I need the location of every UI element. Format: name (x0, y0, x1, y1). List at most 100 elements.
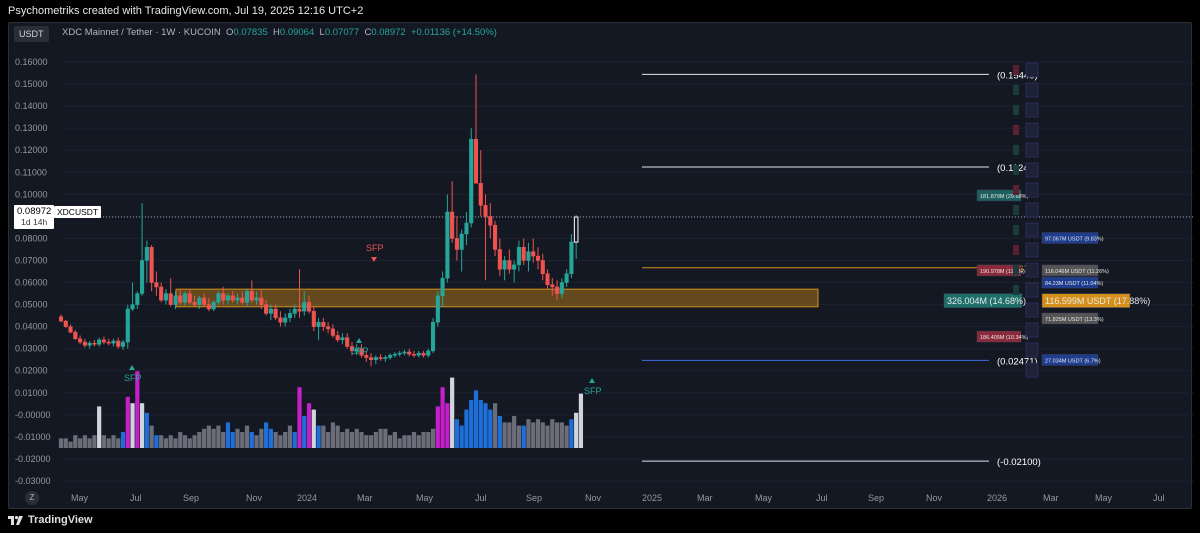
x-tick-label: May (71, 493, 89, 503)
volume-bar (273, 432, 278, 448)
volume-bar (345, 428, 350, 448)
volume-bar (159, 435, 164, 448)
candle-body (178, 295, 183, 303)
candle-body (259, 297, 264, 305)
volume-bar (378, 428, 383, 448)
volume-bar (450, 377, 455, 448)
volume-profile-label: 116.046M USDT (11.26%) (1045, 269, 1109, 275)
volume-bar (435, 406, 440, 448)
x-tick-label: Mar (1043, 493, 1059, 503)
volume-profile-label: 27.034M USDT (6.7%) (1045, 358, 1101, 364)
volume-bar (492, 403, 498, 448)
candle-body (526, 251, 531, 261)
x-tick-label: 2024 (297, 493, 317, 503)
tradingview-logo[interactable]: TradingView (8, 514, 93, 526)
volume-bar (411, 432, 417, 448)
volume-bar (445, 403, 450, 448)
candle-body (535, 255, 541, 261)
volume-bar (111, 435, 116, 448)
candle-body (244, 291, 250, 303)
profile-cell (1025, 202, 1039, 218)
x-tick-label: Nov (585, 493, 602, 503)
volume-bar (283, 432, 288, 448)
volume-bar (87, 438, 92, 448)
y-tick-label: -0.03000 (15, 476, 51, 486)
legend-h-label: H (273, 27, 280, 38)
timezone-button[interactable]: Z (25, 491, 39, 505)
volume-bar (578, 393, 584, 448)
volume-profile-bar (976, 330, 1022, 343)
candle-body (311, 310, 316, 327)
volume-bar (473, 390, 479, 448)
profile-cell (1025, 162, 1039, 178)
volume-bar (292, 432, 297, 448)
candle-body (411, 353, 417, 356)
profile-cell (1025, 102, 1039, 118)
candle-body (168, 293, 173, 305)
volume-bar (230, 432, 235, 448)
footer: TradingView (0, 509, 1200, 533)
price-chart[interactable]: 0.16000 0.15000 0.14000 0.13000 0.12000 0.110… (9, 23, 1193, 510)
legend-symbol[interactable]: XDC Mainnet / Tether · 1W · KUCOIN (62, 27, 221, 38)
volume-bar (388, 435, 393, 448)
x-tick-label: Mar (357, 493, 373, 503)
candle-body (97, 339, 102, 345)
candle-body (531, 251, 536, 257)
candle-body (111, 340, 116, 344)
profile-tick (1013, 205, 1019, 215)
volume-bar (235, 428, 240, 448)
candle-body (326, 326, 331, 330)
x-tick-label: Jul (816, 493, 828, 503)
candle-body (87, 342, 92, 346)
candle-body (340, 337, 345, 341)
candle-body (58, 316, 64, 322)
candle-body (450, 211, 455, 239)
candle-body (440, 277, 445, 297)
candle-body (364, 355, 369, 358)
y-tick-label: 0.11000 (15, 167, 47, 177)
profile-tick (1013, 265, 1019, 275)
candle-body (106, 341, 111, 344)
legend-close: 0.08972 (371, 27, 406, 38)
volume-bar (116, 438, 121, 448)
y-tick-label: -0.02000 (15, 454, 51, 464)
candle-body (302, 302, 307, 312)
y-tick-label: 0.15000 (15, 79, 48, 89)
volume-bar (197, 432, 202, 448)
chart-panel[interactable]: 0.16000 0.15000 0.14000 0.13000 0.12000 0.110… (8, 22, 1193, 510)
volume-bar (120, 432, 126, 448)
volume-bar (454, 419, 460, 448)
volume-bar (469, 400, 474, 448)
volume-bar (574, 412, 579, 448)
volume-bar (421, 432, 426, 448)
volume-bar (287, 425, 293, 448)
legend-change: +0.01136 (+14.50%) (410, 27, 497, 38)
currency-selector[interactable]: USDT (14, 26, 49, 42)
volume-bar (77, 438, 83, 448)
candle-body (154, 282, 159, 288)
profile-cell (1025, 282, 1039, 298)
sfp-marker-icon (371, 257, 377, 262)
volume-bar (63, 438, 68, 448)
candle-body (149, 247, 154, 283)
volume-bar (559, 422, 564, 448)
volume-profile-bar (1041, 264, 1099, 277)
y-tick-label: 0.16000 (15, 57, 48, 67)
volume-bar (373, 432, 378, 448)
profile-cell (1025, 302, 1039, 318)
candle-body (254, 297, 259, 301)
volume-profile-label: 326.004M (14.68%) (947, 296, 1026, 306)
volume-bar (278, 435, 283, 448)
volume-profile-label: 71.825M USDT (13.3%) (1045, 317, 1104, 323)
volume-profile-bar (1041, 293, 1131, 308)
y-tick-label: 0.04000 (15, 322, 48, 332)
candle-body (206, 304, 211, 310)
volume-bar (311, 409, 316, 448)
volume-bar (135, 371, 140, 448)
volume-bar (359, 432, 364, 448)
candle-body (426, 350, 431, 356)
x-tick-label: Nov (926, 493, 943, 503)
volume-bar (225, 422, 231, 448)
candle-body (545, 273, 550, 285)
volume-bar (182, 435, 188, 448)
